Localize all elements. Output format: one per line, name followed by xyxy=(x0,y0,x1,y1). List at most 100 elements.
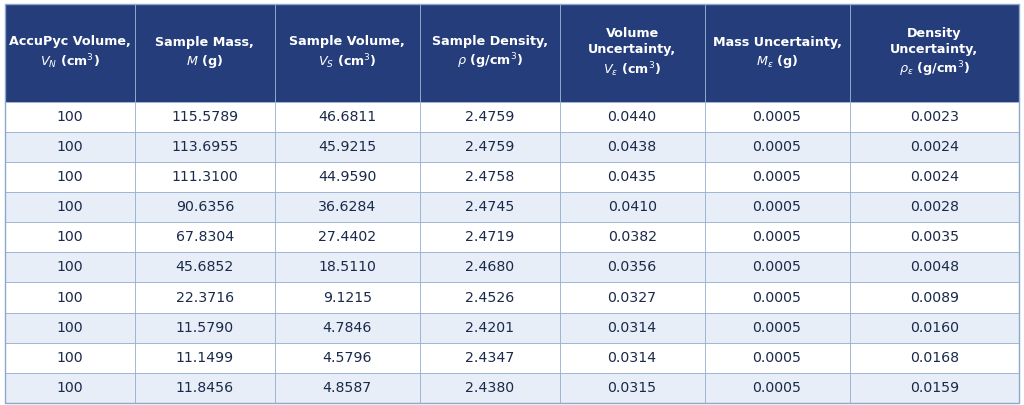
Text: 11.1499: 11.1499 xyxy=(176,351,233,365)
Bar xyxy=(135,162,274,192)
Text: Sample Mass,
$M$ (g): Sample Mass, $M$ (g) xyxy=(156,36,254,70)
Text: 0.0005: 0.0005 xyxy=(753,110,802,124)
Bar xyxy=(420,373,560,403)
Text: 0.0356: 0.0356 xyxy=(607,260,656,275)
Bar xyxy=(850,343,1019,373)
Text: 4.8587: 4.8587 xyxy=(323,381,372,395)
Bar xyxy=(5,102,135,132)
Text: 0.0005: 0.0005 xyxy=(753,200,802,214)
Bar xyxy=(274,192,420,222)
Text: 0.0005: 0.0005 xyxy=(753,230,802,244)
Text: 46.6811: 46.6811 xyxy=(318,110,377,124)
Bar xyxy=(705,4,850,102)
Bar xyxy=(5,222,135,252)
Text: 100: 100 xyxy=(56,321,83,335)
Text: 0.0005: 0.0005 xyxy=(753,170,802,184)
Bar xyxy=(420,343,560,373)
Text: 0.0435: 0.0435 xyxy=(607,170,656,184)
Bar xyxy=(705,162,850,192)
Bar xyxy=(420,283,560,313)
Bar xyxy=(420,132,560,162)
Text: 22.3716: 22.3716 xyxy=(176,290,233,305)
Text: 4.5796: 4.5796 xyxy=(323,351,372,365)
Bar xyxy=(705,343,850,373)
Bar xyxy=(5,252,135,283)
Text: 100: 100 xyxy=(56,381,83,395)
Bar xyxy=(274,132,420,162)
Bar xyxy=(850,192,1019,222)
Text: 0.0024: 0.0024 xyxy=(909,170,958,184)
Bar xyxy=(5,373,135,403)
Bar xyxy=(850,102,1019,132)
Text: Volume
Uncertainty,
$V_\varepsilon$ (cm$^3$): Volume Uncertainty, $V_\varepsilon$ (cm$… xyxy=(588,27,676,79)
Bar xyxy=(560,192,705,222)
Text: 100: 100 xyxy=(56,290,83,305)
Text: 0.0410: 0.0410 xyxy=(607,200,656,214)
Text: 2.4745: 2.4745 xyxy=(465,200,514,214)
Bar xyxy=(274,283,420,313)
Text: 0.0440: 0.0440 xyxy=(607,110,656,124)
Text: 100: 100 xyxy=(56,260,83,275)
Bar xyxy=(274,343,420,373)
Bar xyxy=(5,192,135,222)
Text: 2.4759: 2.4759 xyxy=(465,140,514,154)
Text: 0.0005: 0.0005 xyxy=(753,321,802,335)
Text: 0.0023: 0.0023 xyxy=(909,110,958,124)
Bar xyxy=(135,102,274,132)
Bar xyxy=(135,313,274,343)
Text: Sample Density,
$\rho$ (g/cm$^3$): Sample Density, $\rho$ (g/cm$^3$) xyxy=(432,34,548,71)
Text: 0.0048: 0.0048 xyxy=(909,260,958,275)
Text: 0.0005: 0.0005 xyxy=(753,290,802,305)
Text: 111.3100: 111.3100 xyxy=(171,170,239,184)
Text: 27.4402: 27.4402 xyxy=(318,230,377,244)
Bar xyxy=(560,162,705,192)
Text: Sample Volume,
$V_S$ (cm$^3$): Sample Volume, $V_S$ (cm$^3$) xyxy=(290,35,406,71)
Bar xyxy=(850,252,1019,283)
Bar xyxy=(5,162,135,192)
Bar xyxy=(705,222,850,252)
Bar xyxy=(135,192,274,222)
Bar xyxy=(420,222,560,252)
Text: 113.6955: 113.6955 xyxy=(171,140,239,154)
Bar xyxy=(560,343,705,373)
Text: 18.5110: 18.5110 xyxy=(318,260,376,275)
Bar xyxy=(135,373,274,403)
Text: 0.0314: 0.0314 xyxy=(607,321,656,335)
Bar xyxy=(135,283,274,313)
Bar xyxy=(274,373,420,403)
Text: 0.0089: 0.0089 xyxy=(909,290,958,305)
Bar xyxy=(274,222,420,252)
Bar xyxy=(274,4,420,102)
Text: Density
Uncertainty,
$\rho_\varepsilon$ (g/cm$^3$): Density Uncertainty, $\rho_\varepsilon$ … xyxy=(890,27,978,79)
Bar xyxy=(560,313,705,343)
Text: 100: 100 xyxy=(56,110,83,124)
Bar xyxy=(135,4,274,102)
Bar xyxy=(705,132,850,162)
Text: AccuPyc Volume,
$V_N$ (cm$^3$): AccuPyc Volume, $V_N$ (cm$^3$) xyxy=(9,35,131,71)
Bar xyxy=(5,4,135,102)
Bar xyxy=(560,373,705,403)
Bar xyxy=(420,313,560,343)
Bar xyxy=(420,252,560,283)
Text: 0.0382: 0.0382 xyxy=(607,230,656,244)
Text: 0.0005: 0.0005 xyxy=(753,260,802,275)
Bar xyxy=(705,313,850,343)
Bar xyxy=(135,132,274,162)
Bar xyxy=(5,343,135,373)
Bar xyxy=(5,313,135,343)
Bar xyxy=(705,373,850,403)
Text: 67.8304: 67.8304 xyxy=(176,230,233,244)
Text: 2.4758: 2.4758 xyxy=(465,170,514,184)
Text: 100: 100 xyxy=(56,351,83,365)
Text: 2.4719: 2.4719 xyxy=(465,230,514,244)
Bar xyxy=(420,102,560,132)
Bar xyxy=(850,313,1019,343)
Bar xyxy=(420,4,560,102)
Text: 45.6852: 45.6852 xyxy=(176,260,233,275)
Text: 0.0315: 0.0315 xyxy=(607,381,656,395)
Bar xyxy=(560,222,705,252)
Bar xyxy=(420,192,560,222)
Bar xyxy=(135,252,274,283)
Bar xyxy=(274,313,420,343)
Text: 9.1215: 9.1215 xyxy=(323,290,372,305)
